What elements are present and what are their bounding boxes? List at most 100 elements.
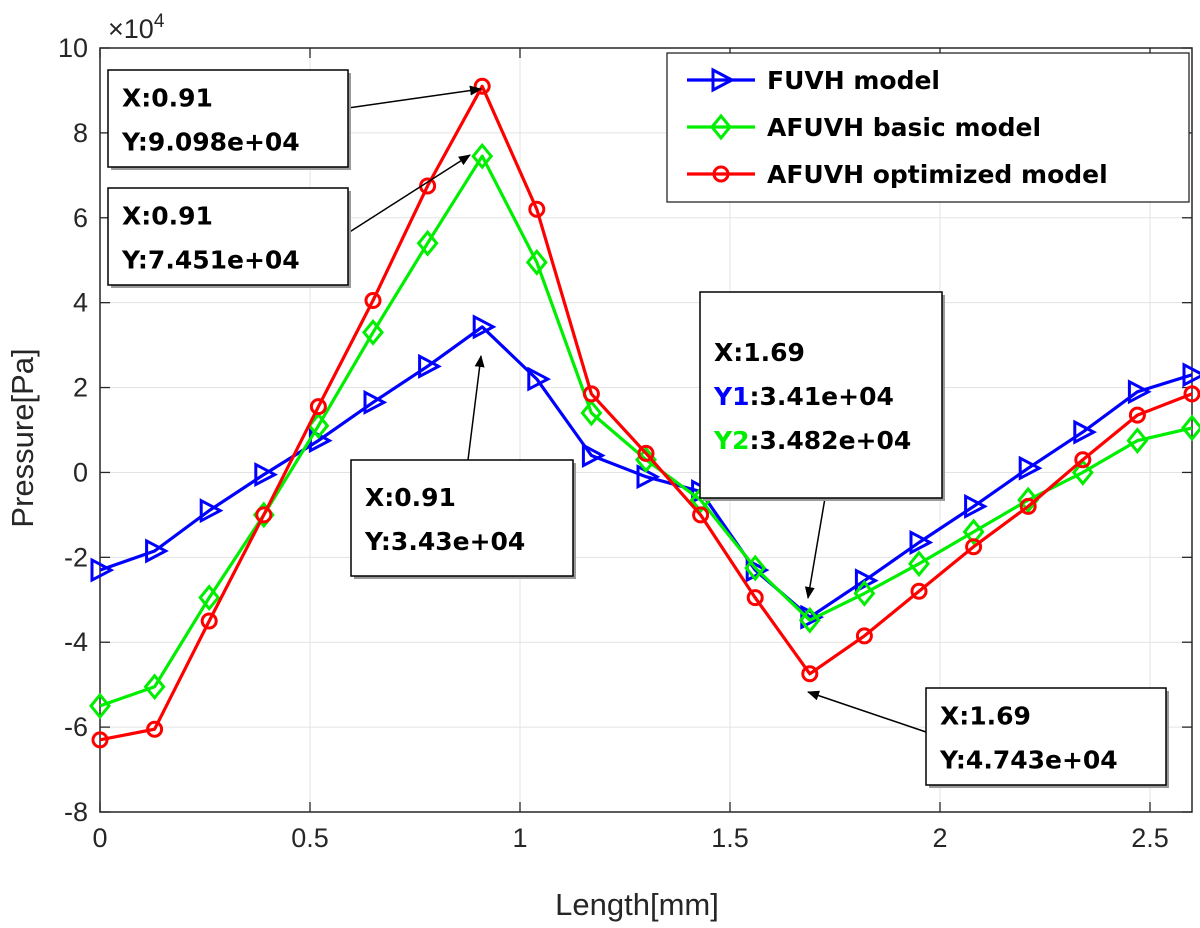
data-point-marker (525, 248, 548, 276)
y-tick-label: -2 (64, 542, 88, 572)
data-point-marker (254, 462, 279, 488)
legend-marker (711, 67, 736, 93)
datatip-box-1: X:0.91 Y:9.098e+04 (107, 69, 351, 170)
datatip-value: Y:9.098e+04 (121, 128, 300, 157)
datatip-value: X:0.91 (122, 202, 213, 231)
datatip-text: Y2:3.482e+04 (713, 426, 911, 455)
datatip-value: Y:4.743e+04 (939, 746, 1118, 775)
y-tick-label: 4 (73, 288, 88, 318)
datatip-annotations: X:0.91Y:9.098e+04X:0.91Y:7.451e+04X:0.91… (107, 69, 1169, 788)
series-line (99, 325, 1193, 619)
data-point-marker (255, 506, 273, 524)
datatip-box-4: X:1.69 Y1:3.41e+04 Y2:3.482e+04 (699, 291, 945, 501)
data-point-marker (1128, 406, 1146, 424)
datatip-arrow (467, 355, 485, 461)
datatip-value: Y:7.451e+04 (121, 246, 300, 275)
y-tick-label: 2 (73, 373, 88, 403)
y-tick-label: 10 (58, 33, 88, 63)
x-tick-label: 0 (92, 823, 107, 853)
data-point-marker (528, 200, 546, 218)
datatip-frame (107, 69, 349, 168)
datatip-series-prefix: Y1 (713, 382, 750, 411)
y-tick-label: 8 (73, 118, 88, 148)
data-point-marker (1182, 362, 1200, 388)
data-point-marker (910, 582, 928, 600)
legend-marker (712, 165, 730, 183)
data-point-marker (198, 584, 221, 612)
data-point-marker (581, 442, 606, 468)
data-point-marker (744, 554, 767, 582)
data-point-marker (964, 493, 988, 519)
datatip-text: X:0.91 (365, 483, 456, 512)
datatip-value: X:1.69 (714, 338, 805, 367)
data-point-marker (1073, 419, 1098, 445)
datatip-arrow (804, 497, 826, 599)
datatip-arrow (807, 690, 927, 733)
x-tick-label: 2 (932, 823, 947, 853)
datatip-text: Y:9.098e+04 (121, 128, 300, 157)
datatip-value: :3.482e+04 (750, 426, 912, 455)
datatip-value: X:0.91 (122, 84, 213, 113)
datatip-value: :3.41e+04 (750, 382, 894, 411)
data-point-marker (692, 506, 710, 524)
data-point-marker (1019, 497, 1037, 515)
data-point-marker (418, 353, 442, 379)
data-point-marker (746, 589, 764, 607)
datatip-text: X:1.69 (940, 702, 1031, 731)
data-point-marker (965, 538, 983, 556)
annotation-arrows (347, 85, 927, 733)
datatip-value: Y:3.43e+04 (364, 527, 525, 556)
y-axis-exponent: ×104 (108, 11, 165, 44)
x-tick-label: 1 (512, 823, 527, 853)
datatip-box-2: X:0.91 Y:7.451e+04 (107, 187, 351, 288)
data-point-marker (199, 498, 224, 524)
datatip-text: X:0.91 (122, 84, 213, 113)
datatip-frame (925, 687, 1167, 786)
data-point-marker (200, 612, 218, 630)
y-tick-label: 6 (73, 203, 88, 233)
legend-marker (710, 113, 732, 141)
data-point-marker (798, 606, 821, 634)
data-point-marker (1181, 414, 1200, 442)
data-point-marker (146, 720, 164, 738)
data-point-marker (801, 665, 819, 683)
datatip-text: Y:3.43e+04 (364, 527, 525, 556)
data-point-marker (471, 142, 494, 170)
data-point-marker (145, 538, 169, 564)
datatip-text: Y1:3.41e+04 (713, 382, 894, 411)
datatip-value: X:1.69 (940, 702, 1031, 731)
datatip-text: X:0.91 (122, 202, 213, 231)
data-point-marker (362, 319, 384, 346)
data-point-marker (1018, 455, 1043, 481)
series-line (99, 84, 1193, 742)
data-point-marker (90, 557, 115, 583)
data-point-marker (1071, 459, 1094, 486)
data-point-marker (143, 673, 166, 701)
datatip-value: X:0.91 (365, 483, 456, 512)
x-tick-label: 2.5 (1131, 823, 1169, 853)
data-point-marker (1127, 379, 1152, 405)
legend-entry-label: AFUVH optimized model (767, 160, 1108, 189)
data-point-marker (1017, 486, 1040, 514)
data-point-marker (853, 580, 876, 607)
data-point-marker (1126, 427, 1149, 454)
y-axis-label: Pressure[Pa] (5, 348, 40, 527)
data-point-marker (909, 529, 934, 555)
data-point-marker (580, 399, 603, 427)
data-point-marker (309, 398, 327, 416)
data-point-marker (363, 389, 388, 415)
legend: FUVH model AFUVH basic model AFUVH optimiz… (666, 52, 1190, 203)
datatip-frame (699, 291, 943, 499)
datatip-box-5: X:1.69 Y:4.743e+04 (925, 687, 1169, 788)
legend-entry-label: FUVH model (767, 66, 940, 95)
data-point-marker (416, 229, 439, 257)
datatip-text: Y:4.743e+04 (939, 746, 1118, 775)
y-tick-label: -8 (64, 797, 88, 827)
x-tick-label: 1.5 (711, 823, 749, 853)
data-point-marker (908, 550, 930, 578)
datatip-text: X:1.69 (714, 338, 805, 367)
datatip-arrow (347, 154, 471, 234)
data-point-marker (1074, 451, 1092, 469)
datatip-text: Y:7.451e+04 (121, 246, 300, 275)
